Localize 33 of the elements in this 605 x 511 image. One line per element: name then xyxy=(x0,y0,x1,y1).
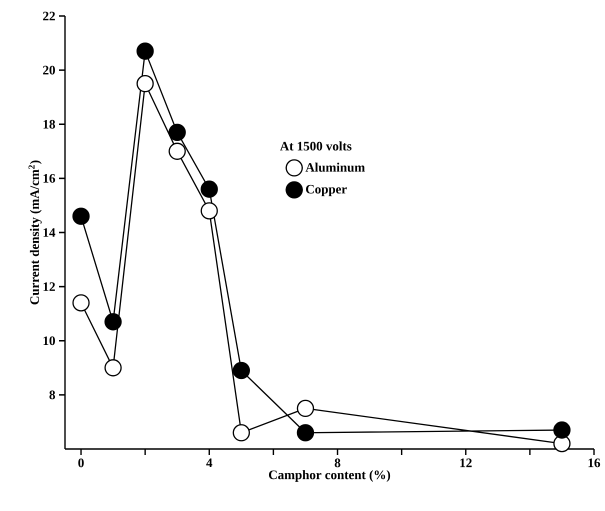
legend-label: Aluminum xyxy=(306,162,365,172)
legend-label: Copper xyxy=(306,184,347,196)
legend-title: At 1500 volts xyxy=(280,141,352,151)
point xyxy=(296,424,314,442)
point xyxy=(200,180,218,198)
point xyxy=(553,421,571,439)
point xyxy=(168,124,186,142)
x-tick-label: 0 xyxy=(78,458,84,468)
x-axis-title: Camphor content (%) xyxy=(268,470,390,482)
point xyxy=(200,202,218,220)
y-tick-label: 8 xyxy=(49,390,56,400)
y-tick-label: 12 xyxy=(44,282,55,291)
point xyxy=(136,75,154,92)
point xyxy=(72,208,90,225)
y-tick-label: 20 xyxy=(43,66,55,74)
point xyxy=(232,424,250,442)
y-tick-label: 22 xyxy=(43,12,55,20)
y-tick-label: 16 xyxy=(44,174,56,183)
point xyxy=(104,359,122,376)
x-tick-label: 16 xyxy=(588,458,600,468)
y-tick-label: 14 xyxy=(44,228,56,237)
point xyxy=(72,294,90,312)
y-axis-title: Current density (mA/cm$^{2}$) xyxy=(28,160,42,304)
y-tick-label: 10 xyxy=(44,336,55,346)
y-tick-label: 18 xyxy=(44,120,56,129)
point xyxy=(232,362,250,380)
x-tick-label: 8 xyxy=(334,458,340,468)
x-tick-label: 12 xyxy=(460,458,472,468)
x-tick-label: 4 xyxy=(206,458,212,468)
point xyxy=(168,142,186,160)
point xyxy=(104,313,122,330)
point xyxy=(296,400,314,418)
point xyxy=(136,42,154,60)
